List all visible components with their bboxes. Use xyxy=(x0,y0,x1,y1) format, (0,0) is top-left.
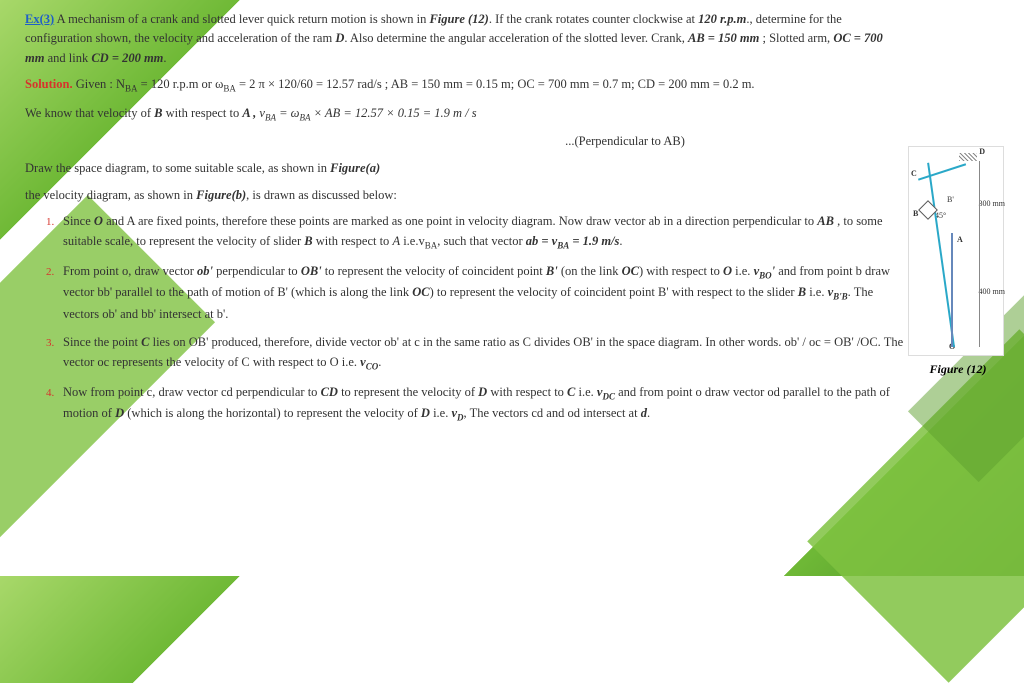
figure-12: D C B' B 45° A O 300 mm 400 mm Figure (1… xyxy=(908,146,1008,377)
solution-label: Solution. xyxy=(25,77,73,91)
step-3: Since the point C lies on OB' produced, … xyxy=(57,333,905,374)
velocity-diagram-text: the velocity diagram, as shown in Figure… xyxy=(25,186,905,205)
problem-statement: Ex(3) A mechanism of a crank and slotted… xyxy=(25,10,905,68)
figure-caption: Figure (12) xyxy=(908,362,1008,377)
space-diagram-text: Draw the space diagram, to some suitable… xyxy=(25,159,905,178)
step-2: From point o, draw vector ob' perpendicu… xyxy=(57,262,905,324)
perpendicular-note: ...(Perpendicular to AB) xyxy=(345,132,905,151)
steps-list: Since O and A are fixed points, therefor… xyxy=(57,212,905,426)
solution-given: Solution. Given : NBA = 120 r.p.m or ωBA… xyxy=(25,75,905,96)
step-4: Now from point c, draw vector cd perpend… xyxy=(57,383,905,426)
example-label: Ex(3) xyxy=(25,12,54,26)
mechanism-diagram: D C B' B 45° A O 300 mm 400 mm xyxy=(908,146,1004,356)
velocity-equation: We know that velocity of B with respect … xyxy=(25,104,905,125)
step-1: Since O and A are fixed points, therefor… xyxy=(57,212,905,253)
document-content: Ex(3) A mechanism of a crank and slotted… xyxy=(25,10,905,435)
